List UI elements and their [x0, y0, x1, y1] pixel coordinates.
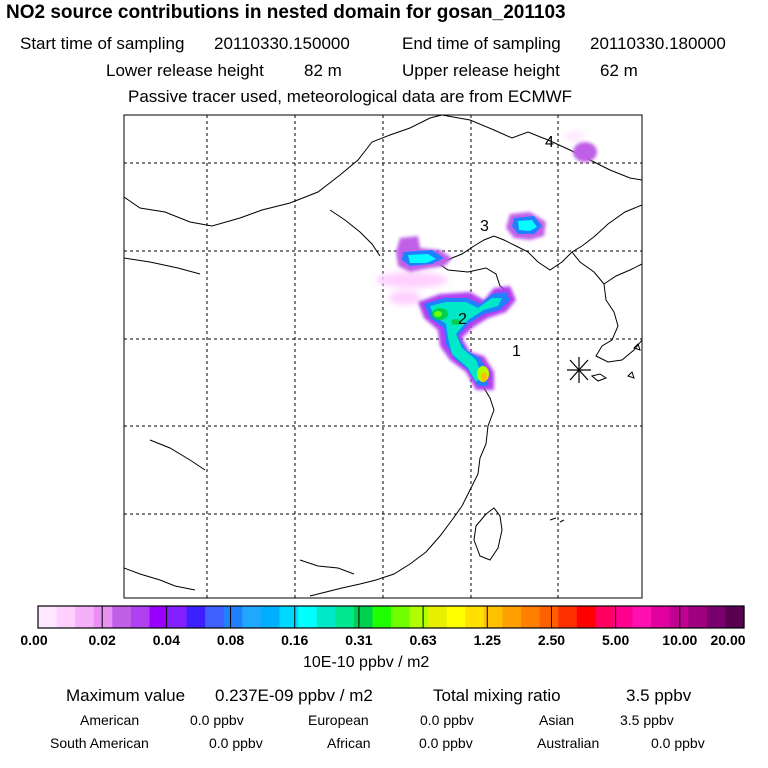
colorbar-tick-label: 0.31 — [345, 632, 373, 648]
colorbar-cell — [38, 606, 58, 628]
colorbar-cell — [539, 606, 559, 628]
colorbar-cell — [613, 606, 634, 628]
colorbar-cell — [688, 606, 708, 628]
region-european-label: European — [308, 712, 369, 728]
colorbar-cell — [75, 606, 95, 628]
colorbar-cell — [279, 606, 299, 628]
region-south-american-value: 0.0 ppbv — [209, 735, 263, 751]
colorbar-cell — [483, 606, 504, 628]
region-african-value: 0.0 ppbv — [419, 735, 473, 751]
region-label-2: 2 — [458, 311, 467, 328]
colorbar-tick-label: 5.00 — [602, 632, 630, 648]
colorbar-cell — [706, 606, 727, 628]
region-american-value: 0.0 ppbv — [190, 712, 244, 728]
colorbar-cell — [186, 606, 206, 628]
region-asian-value: 3.5 ppbv — [620, 712, 674, 728]
colorbar-cell — [353, 606, 374, 628]
colorbar-cell — [521, 606, 541, 628]
page-title: NO2 source contributions in nested domai… — [6, 2, 566, 23]
colorbar-tick-label: 1.25 — [473, 632, 501, 648]
end-time-value: 20110330.180000 — [590, 34, 726, 53]
colorbar-tick-label: 0.02 — [88, 632, 116, 648]
colorbar-cell — [595, 606, 615, 628]
map-frame — [123, 114, 643, 599]
end-time-label: End time of sampling — [402, 34, 561, 53]
colorbar-cell — [93, 606, 113, 628]
colorbar-cell — [502, 606, 522, 628]
colorbar-tick-label: 0.16 — [281, 632, 309, 648]
colorbar-cell — [428, 606, 448, 628]
colorbar-cell — [316, 606, 336, 628]
colorbar-cell — [242, 606, 262, 628]
colorbar-cell — [223, 606, 243, 628]
colorbar-cell — [205, 606, 225, 628]
region-australian-value: 0.0 ppbv — [651, 735, 705, 751]
start-time-value: 20110330.150000 — [214, 34, 350, 53]
start-time-label: Start time of sampling — [20, 34, 185, 53]
colorbar-tick-label: 10.00 — [662, 632, 698, 648]
region-european-value: 0.0 ppbv — [420, 712, 474, 728]
colorbar-cell — [465, 606, 485, 628]
colorbar-cell — [576, 606, 596, 628]
tracer-note: Passive tracer used, meteorological data… — [128, 87, 573, 106]
no2-plume-layer — [376, 131, 597, 390]
colorbar-cell — [446, 606, 466, 628]
colorbar-tick-label: 2.50 — [537, 632, 566, 648]
total-mixing-value: 3.5 ppbv — [626, 686, 692, 705]
colorbar-tick-label: 0.08 — [216, 632, 245, 648]
colorbar-cell — [558, 606, 578, 628]
total-mixing-label: Total mixing ratio — [433, 686, 561, 705]
colorbar-tick-label: 0.00 — [20, 632, 48, 648]
region-label-3: 3 — [480, 218, 489, 235]
colorbar-cell — [149, 606, 169, 628]
region-african-label: African — [327, 735, 371, 751]
colorbar-cell — [298, 606, 318, 628]
lower-release-value: 82 m — [304, 61, 342, 80]
asterisk-icon — [567, 357, 591, 383]
upper-release-label: Upper release height — [402, 61, 560, 80]
upper-release-value: 62 m — [600, 61, 638, 80]
colorbar-cell — [669, 606, 689, 628]
max-value: 0.237E-09 ppbv / m2 — [215, 686, 373, 705]
colorbar-cell — [168, 606, 188, 628]
colorbar-cell — [725, 606, 745, 628]
colorbar-cell — [391, 606, 411, 628]
colorbar-cell — [651, 606, 671, 628]
region-label-4: 4 — [545, 134, 554, 151]
lower-release-label: Lower release height — [106, 61, 264, 80]
colorbar-tick-label: 0.63 — [409, 632, 437, 648]
colorbar-cell — [260, 606, 281, 628]
colorbar-cell — [632, 606, 652, 628]
region-south-american-label: South American — [50, 735, 149, 751]
colorbar-cell — [372, 606, 392, 628]
map-grid — [124, 115, 642, 598]
colorbar-cell — [335, 606, 355, 628]
region-australian-label: Australian — [537, 735, 600, 751]
colorbar-unit: 10E-10 ppbv / m2 — [303, 654, 430, 671]
region-american-label: American — [80, 712, 140, 728]
colorbar-tick-label: 0.04 — [152, 632, 180, 648]
colorbar-cell — [409, 606, 429, 628]
colorbar-cell — [56, 606, 76, 628]
colorbar-cell — [130, 606, 151, 628]
colorbar-cell — [112, 606, 132, 628]
max-value-label: Maximum value — [66, 686, 186, 705]
region-asian-label: Asian — [539, 712, 575, 728]
region-label-1: 1 — [512, 343, 521, 360]
colorbar-tick-label: 20.00 — [710, 632, 746, 648]
